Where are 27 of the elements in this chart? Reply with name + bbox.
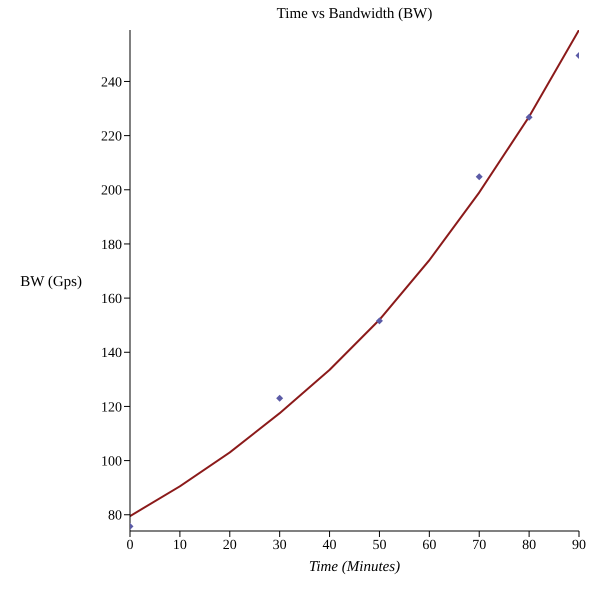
y-tick-label: 100: [101, 454, 122, 470]
y-tick-label: 220: [101, 130, 122, 145]
x-tick-label: 40: [322, 538, 337, 553]
y-tick-label: 140: [101, 346, 122, 362]
x-tick-label: 50: [372, 538, 386, 553]
line-series: [130, 30, 579, 518]
chart-title: Time vs Bandwidth (BW): [276, 6, 432, 22]
x-tick-label: 80: [522, 538, 536, 553]
y-axis-title: BW (Gps): [20, 274, 82, 290]
point: [276, 394, 284, 402]
x-tick-label: 10: [172, 538, 187, 553]
x-tick-label: 90: [572, 538, 586, 553]
x-tick-label: 30: [272, 538, 287, 553]
x-tick-label: 70: [472, 538, 486, 553]
y-tick-label: 180: [101, 238, 122, 253]
y-tick-label: 80: [108, 508, 122, 524]
x-tick-label: 60: [422, 538, 436, 553]
point: [376, 317, 383, 324]
y-tick-label: 240: [101, 75, 122, 90]
y-tick-label: 200: [101, 184, 122, 199]
x-tick-label: 0: [126, 538, 134, 553]
x-axis-title: Time (Minutes): [308, 559, 400, 575]
point: [476, 173, 483, 180]
y-tick-label: 160: [101, 292, 122, 308]
x-tick-label: 20: [222, 538, 237, 553]
y-tick-label: 120: [101, 400, 122, 416]
point: [526, 114, 533, 121]
